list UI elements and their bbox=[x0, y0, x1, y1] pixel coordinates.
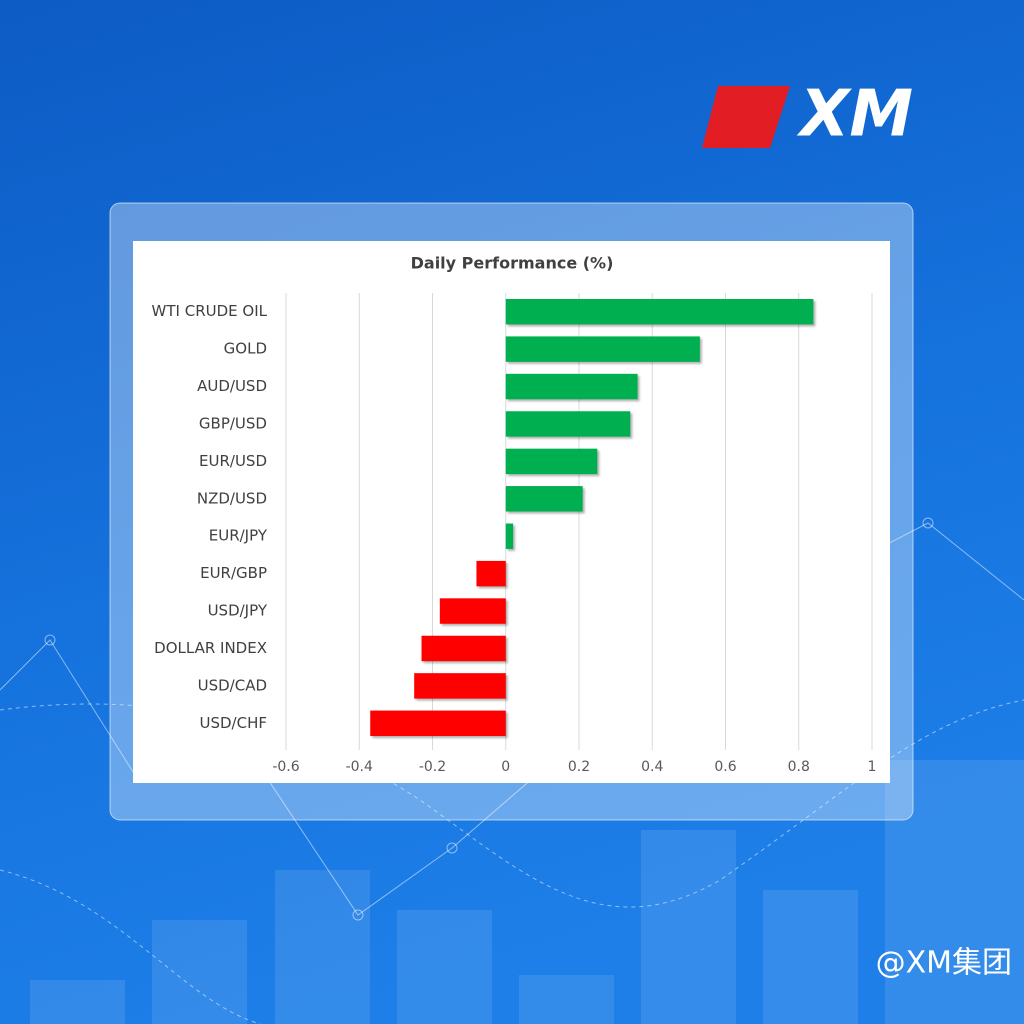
bar bbox=[505, 411, 631, 437]
y-tick-label: AUD/USD bbox=[197, 377, 267, 395]
x-tick-label: 0.2 bbox=[568, 759, 590, 775]
y-tick-label: DOLLAR INDEX bbox=[154, 639, 267, 657]
bar bbox=[370, 710, 506, 737]
bar bbox=[421, 635, 506, 662]
y-tick-label: NZD/USD bbox=[197, 489, 267, 507]
watermark: @XM集团 bbox=[876, 946, 1012, 981]
x-tick-label: 0.8 bbox=[788, 759, 810, 775]
y-tick-label: GBP/USD bbox=[199, 414, 267, 432]
bar bbox=[505, 448, 598, 475]
y-tick-label: USD/CAD bbox=[198, 676, 267, 694]
x-tick-label: -0.4 bbox=[346, 759, 373, 775]
bar bbox=[414, 673, 506, 699]
bar bbox=[505, 486, 583, 512]
bar bbox=[505, 373, 638, 400]
x-tick-label: 0.4 bbox=[641, 759, 663, 775]
bar bbox=[505, 336, 700, 362]
logo-text: XM bbox=[796, 78, 913, 152]
y-tick-label: USD/CHF bbox=[200, 714, 268, 732]
y-tick-label: USD/JPY bbox=[208, 602, 268, 620]
chart-title: Daily Performance (%) bbox=[411, 254, 614, 273]
plot: -0.6 -0.4 -0.2 0 0.2 0.4 0.6 0.8 1 WTI CRUDE OIL G… bbox=[152, 293, 877, 775]
bar bbox=[505, 298, 814, 325]
y-tick-label: WTI CRUDE OIL bbox=[152, 302, 268, 320]
y-tick-label: EUR/USD bbox=[199, 452, 267, 470]
logo: XM bbox=[702, 78, 913, 152]
y-tick-label: GOLD bbox=[224, 340, 267, 358]
chart-area bbox=[133, 241, 890, 783]
x-tick-label: 0 bbox=[501, 759, 510, 775]
x-tick-label: 0.6 bbox=[714, 759, 736, 775]
y-tick-label: EUR/JPY bbox=[209, 527, 268, 545]
x-tick-label: 1 bbox=[868, 759, 877, 775]
x-tick-label: -0.2 bbox=[419, 759, 446, 775]
x-tick-label: -0.6 bbox=[272, 759, 299, 775]
bar bbox=[476, 560, 506, 587]
bar bbox=[439, 598, 506, 624]
background-bars bbox=[30, 760, 1024, 1024]
y-tick-label: EUR/GBP bbox=[200, 564, 267, 582]
bar bbox=[505, 523, 514, 549]
